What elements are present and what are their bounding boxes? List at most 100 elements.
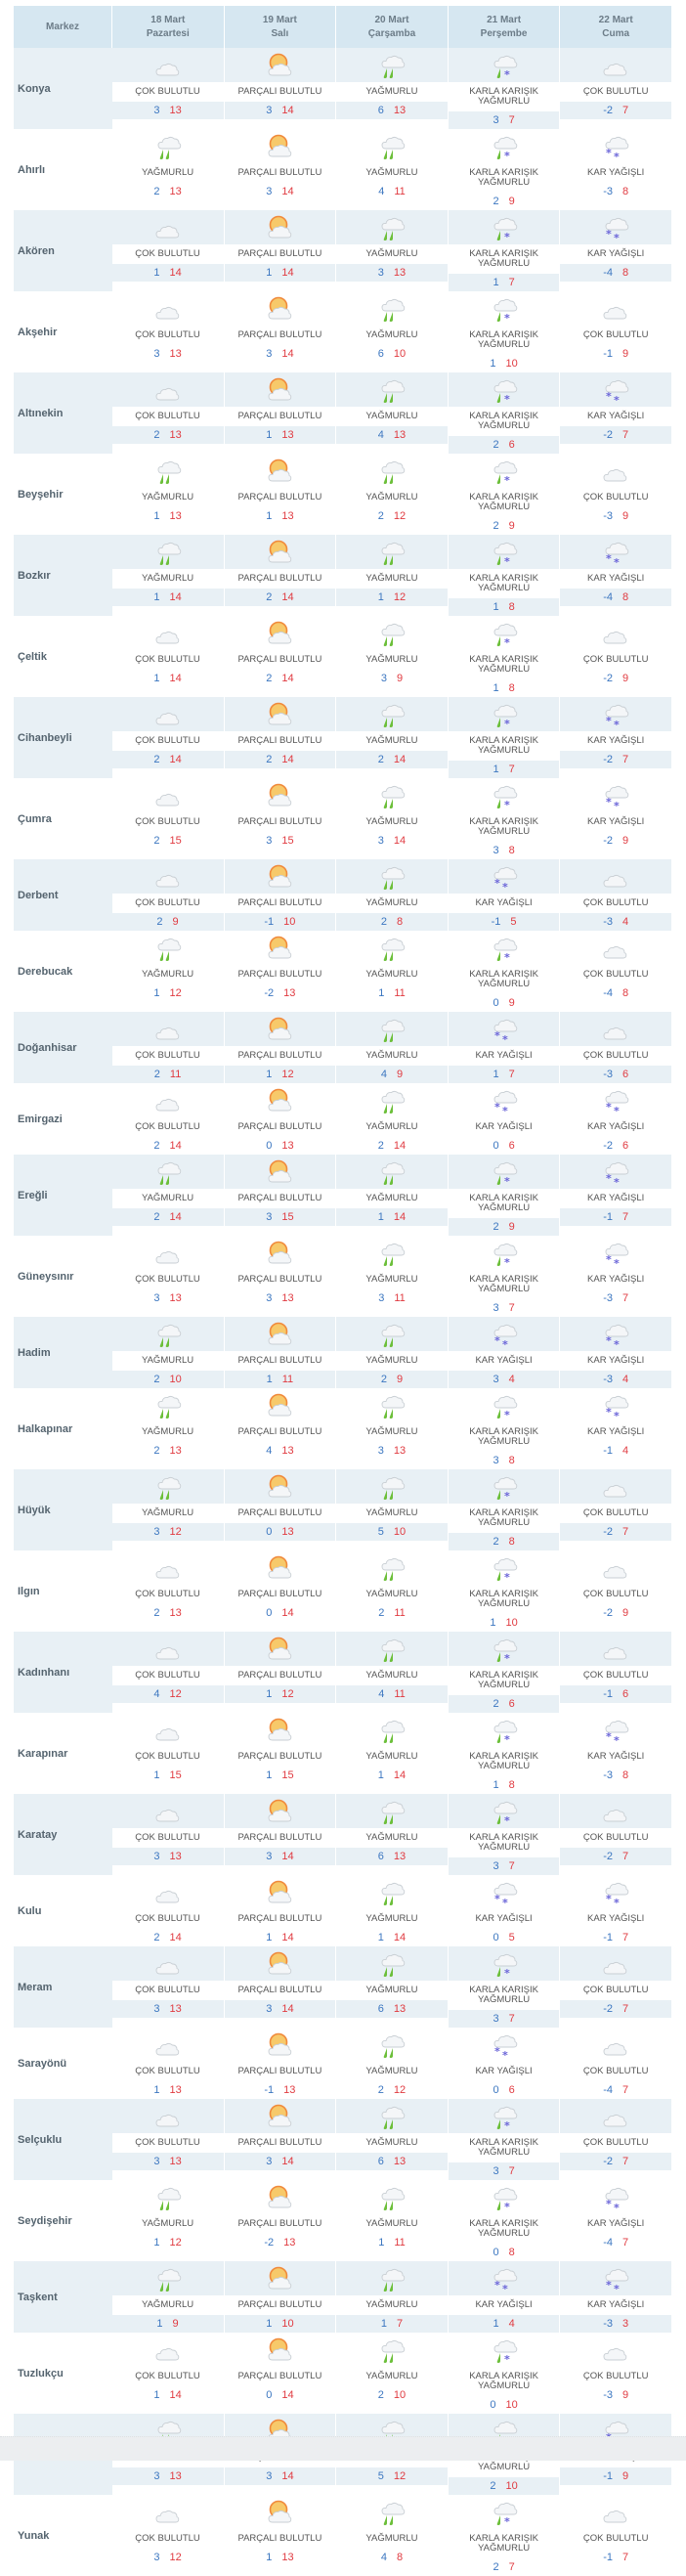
forecast-cell: PARÇALI BULUTLU 1 11 — [224, 1317, 337, 1388]
day-date: 21 Mart — [487, 14, 522, 25]
forecast-cell: ÇOK BULUTLU 1 14 — [111, 2333, 225, 2414]
max-temp: 8 — [622, 267, 629, 279]
min-temp: -2 — [603, 673, 614, 684]
temperature-range: -1 7 — [560, 2549, 671, 2566]
max-temp: 12 — [393, 2470, 407, 2482]
condition-label: ÇOK BULUTLU — [111, 2062, 224, 2081]
condition-label: PARÇALI BULUTLU — [224, 812, 336, 832]
condition-label: KARLA KARIŞIK YAĞMURLU — [448, 1585, 560, 1614]
temperature-range: 0 13 — [224, 1523, 336, 1541]
condition-label: KAR YAĞIŞLI — [560, 244, 671, 264]
temperature-range: -1 5 — [448, 913, 560, 931]
rain-icon — [336, 1946, 448, 1981]
condition-label: PARÇALI BULUTLU — [224, 1422, 336, 1442]
svg-text:*: * — [614, 1410, 620, 1420]
condition-label: KAR YAĞIŞLI — [560, 163, 671, 183]
max-temp: 8 — [396, 916, 404, 928]
temperature-range: 3 14 — [225, 345, 336, 363]
min-temp: -1 — [491, 916, 501, 928]
rain-icon — [336, 1632, 448, 1666]
rain-icon — [111, 535, 224, 569]
condition-label: ÇOK BULUTLU — [560, 2133, 671, 2153]
min-temp: 2 — [153, 429, 160, 441]
svg-text:*: * — [504, 2201, 510, 2212]
max-temp: 13 — [169, 2084, 182, 2096]
rain-icon — [336, 616, 448, 650]
temperature-range: -1 13 — [225, 2081, 336, 2099]
cloudy-icon — [111, 210, 224, 244]
condition-label: ÇOK BULUTLU — [560, 965, 671, 984]
temperature-range: -2 7 — [560, 751, 671, 768]
forecast-cell: * KARLA KARIŞIK YAĞMURLU 0 10 — [448, 2333, 561, 2414]
max-temp: 14 — [281, 2156, 294, 2167]
snow-icon: ** — [560, 1713, 671, 1747]
cloudy-icon — [560, 2495, 671, 2529]
max-temp: 4 — [622, 1445, 629, 1457]
min-temp: -3 — [603, 1769, 614, 1781]
temperature-range: 4 11 — [336, 1685, 448, 1703]
cloudy-icon — [111, 1946, 224, 1981]
snow-icon: ** — [560, 778, 671, 812]
day-column-header: 20 Mart Çarşamba — [335, 6, 449, 48]
cloudy-icon — [111, 697, 224, 731]
min-temp: 3 — [266, 835, 273, 847]
min-temp: 3 — [493, 1374, 499, 1385]
min-temp: 2 — [153, 1445, 160, 1457]
condition-label: KAR YAĞIŞLI — [560, 812, 671, 832]
forecast-cell: YAĞMURLU 3 13 — [335, 210, 449, 291]
temperature-range: 2 14 — [225, 670, 336, 687]
condition-label: ÇOK BULUTLU — [111, 407, 224, 426]
condition-label: KARLA KARIŞIK YAĞMURLU — [448, 1422, 560, 1452]
temperature-range: 2 15 — [112, 832, 224, 850]
svg-text:*: * — [504, 555, 510, 567]
temperature-range: -4 8 — [560, 589, 671, 606]
partly-cloudy-icon — [224, 535, 336, 569]
svg-text:*: * — [606, 715, 612, 727]
min-temp: 2 — [266, 754, 273, 765]
forecast-cell: ÇOK BULUTLU 3 12 — [111, 2495, 225, 2576]
svg-text:*: * — [504, 312, 510, 324]
condition-label: KARLA KARIŞIK YAĞMURLU — [448, 569, 560, 598]
condition-label: YAĞMURLU — [111, 488, 224, 507]
forecast-cell: * KARLA KARIŞIK YAĞMURLU 1 8 — [448, 535, 561, 616]
min-temp: 0 — [493, 2247, 499, 2258]
partly-cloudy-icon — [225, 129, 336, 163]
snow-icon: ** — [560, 1317, 671, 1351]
forecast-cell: * * KAR YAĞIŞLI -1 7 — [559, 1155, 672, 1236]
min-temp: 3 — [266, 1211, 273, 1223]
forecast-cell: YAĞMURLU 1 11 — [335, 2180, 449, 2261]
max-temp: 7 — [622, 754, 629, 765]
svg-text:*: * — [504, 951, 510, 963]
condition-label: PARÇALI BULUTLU — [224, 1909, 336, 1929]
condition-label: KAR YAĞIŞLI — [448, 2062, 560, 2081]
temperature-range: 2 14 — [111, 751, 224, 768]
min-temp: 4 — [380, 1069, 387, 1080]
max-temp: 9 — [622, 2470, 629, 2482]
forecast-cell: * * KAR YAĞIŞLI -3 8 — [559, 1713, 672, 1794]
sleet-icon: * — [448, 1469, 560, 1504]
condition-label: PARÇALI BULUTLU — [224, 82, 336, 102]
condition-label: YAĞMURLU — [111, 2295, 224, 2315]
svg-text:*: * — [606, 1730, 612, 1743]
temperature-range: 2 14 — [336, 751, 448, 768]
location-name: Ilgın — [18, 1585, 40, 1597]
location-name: Bozkır — [14, 535, 112, 616]
max-temp: 6 — [508, 1698, 515, 1710]
max-temp: 12 — [169, 1526, 182, 1538]
rain-icon — [336, 1012, 448, 1046]
forecast-cell: * KARLA KARIŞIK YAĞMURLU 3 7 — [448, 1794, 561, 1875]
location-name: Karatay — [14, 1794, 112, 1875]
forecast-cell: YAĞMURLU 2 12 — [335, 454, 449, 535]
min-temp: -2 — [603, 754, 614, 765]
min-temp: 3 — [493, 114, 499, 126]
svg-text:*: * — [504, 2515, 510, 2527]
condition-label: KAR YAĞIŞLI — [448, 1909, 560, 1929]
condition-label: ÇOK BULUTLU — [560, 1828, 671, 1848]
condition-label: YAĞMURLU — [111, 163, 224, 183]
cloudy-icon — [112, 1550, 224, 1585]
location-name: Çeltik — [18, 650, 47, 663]
